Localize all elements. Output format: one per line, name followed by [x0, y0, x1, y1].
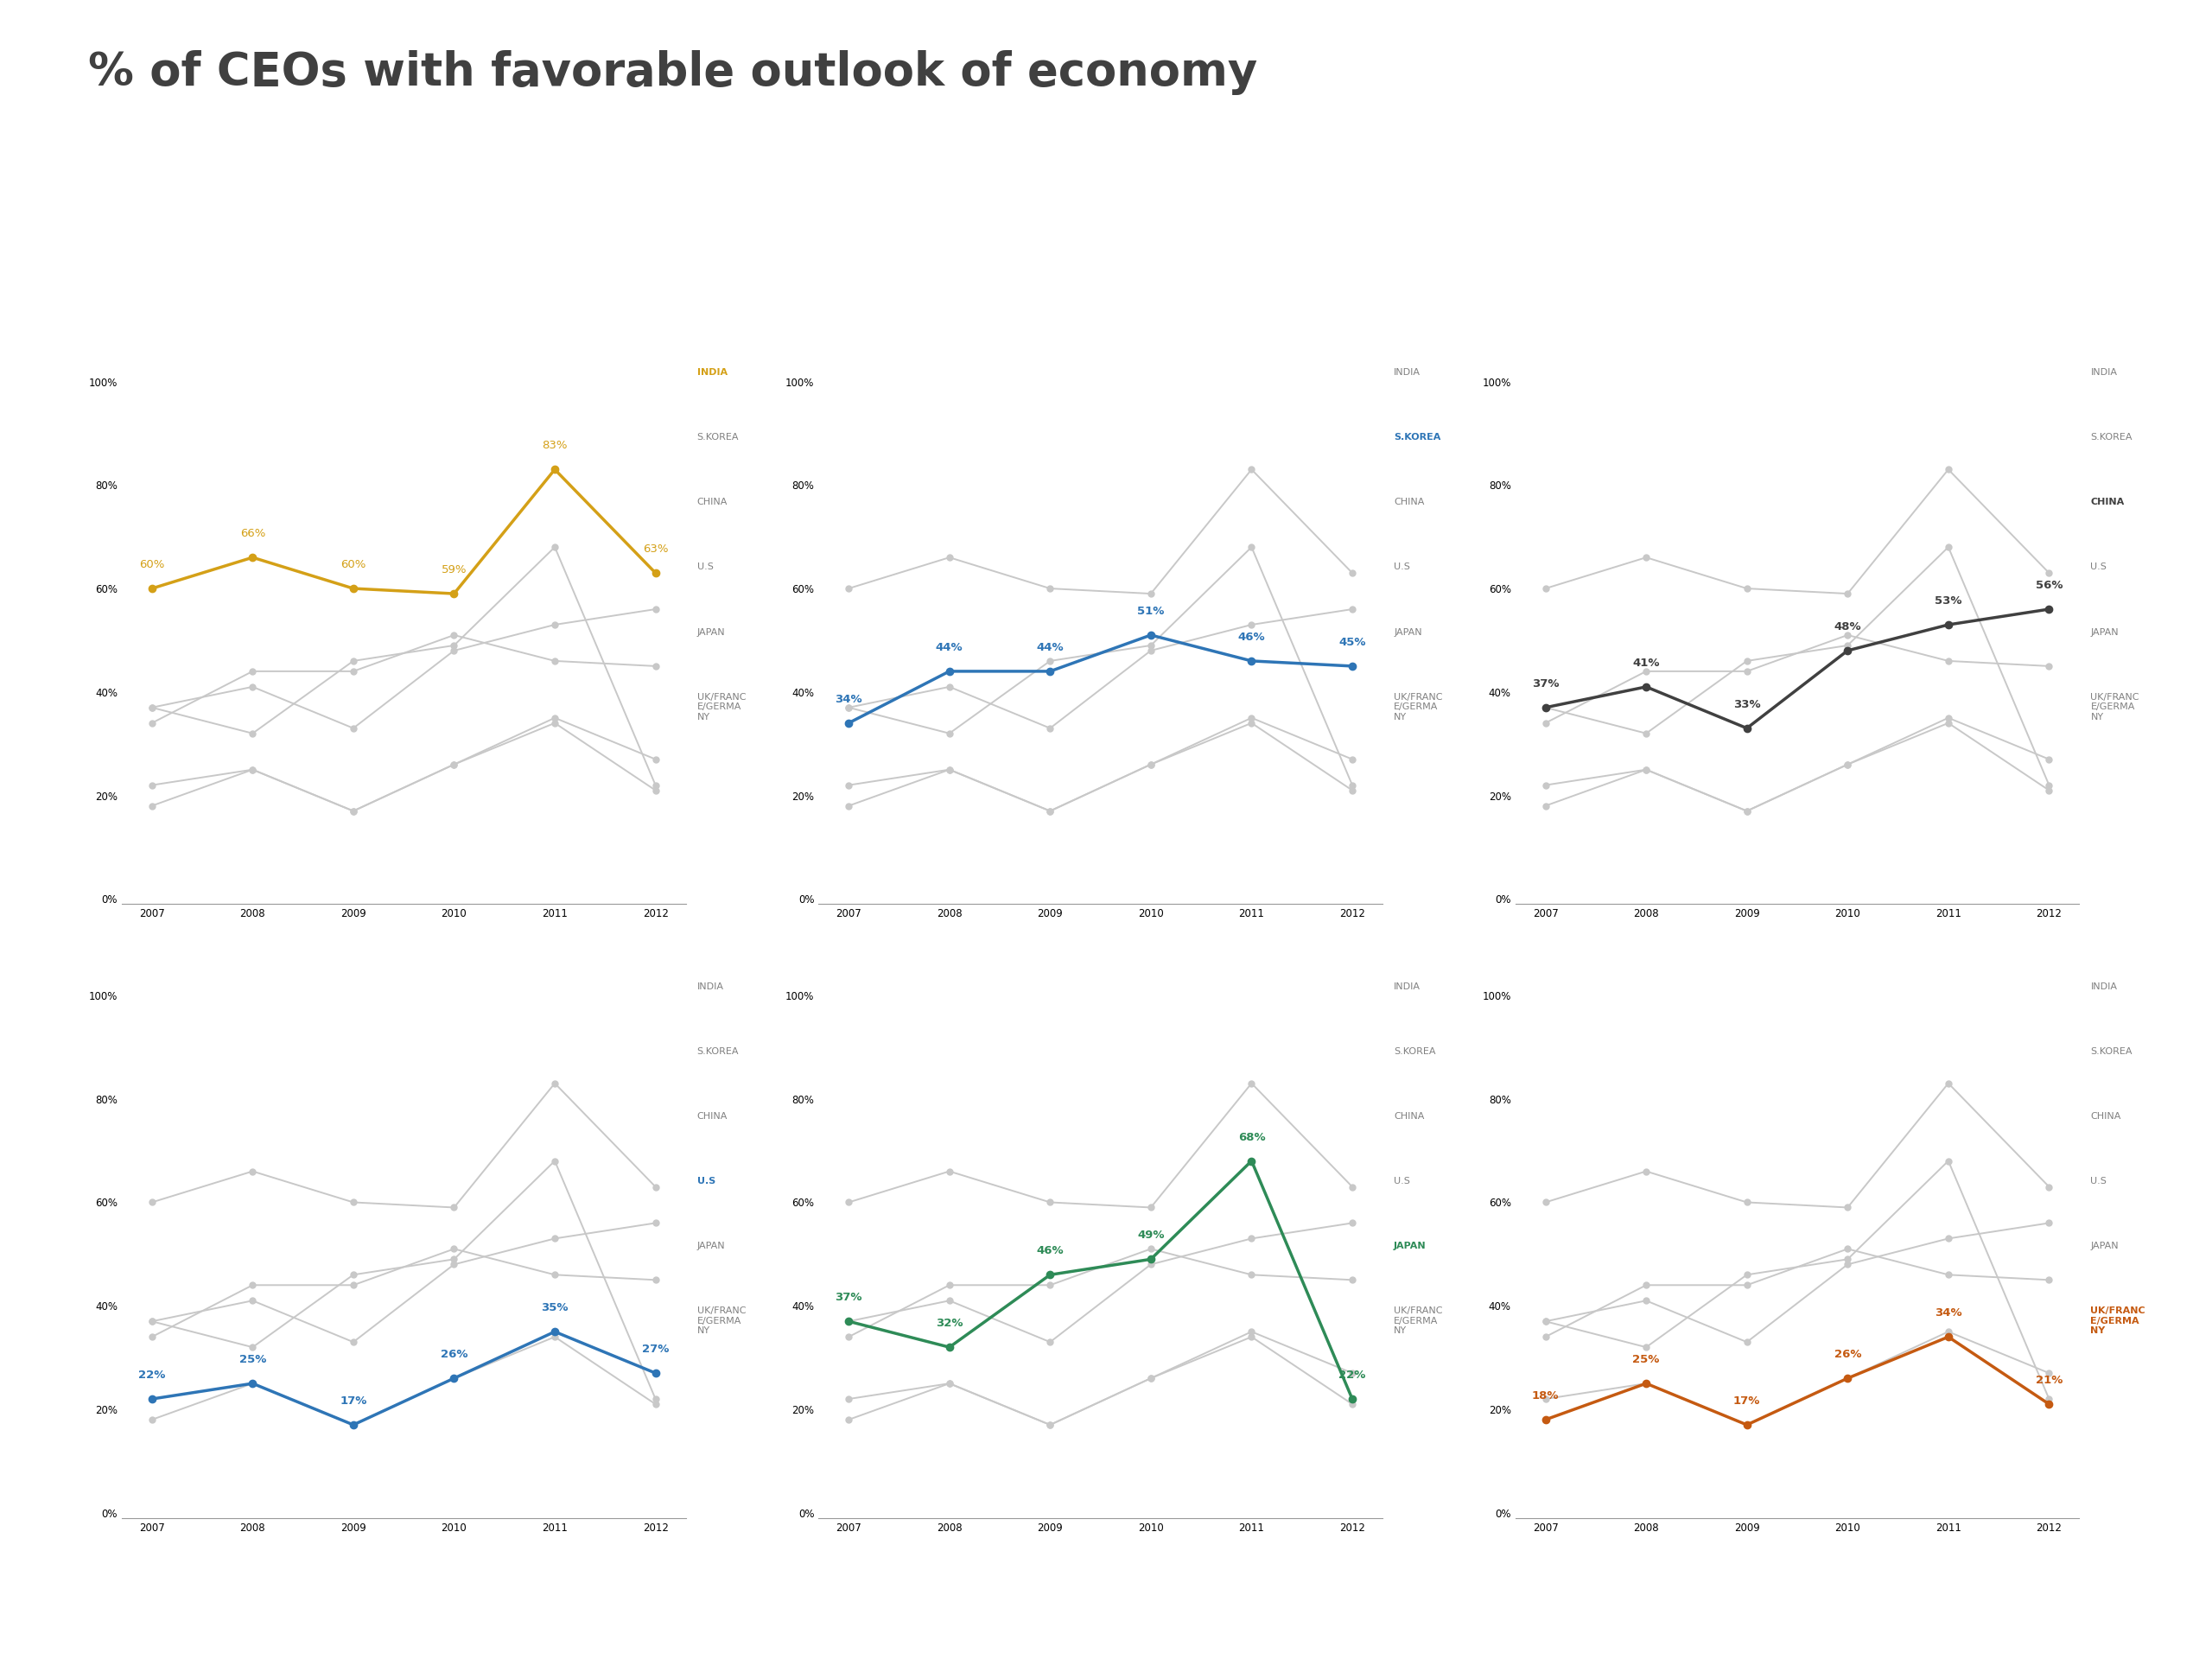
- Text: 51%: 51%: [1137, 606, 1164, 617]
- Text: UK/FRANC
E/GERMA
NY: UK/FRANC E/GERMA NY: [1394, 1307, 1442, 1335]
- Text: 45%: 45%: [1338, 637, 1365, 649]
- Text: 46%: 46%: [1239, 632, 1265, 642]
- Text: JAPAN: JAPAN: [2090, 627, 2119, 637]
- Text: CHINA: CHINA: [697, 498, 728, 506]
- Text: S.KOREA: S.KOREA: [2090, 1047, 2132, 1055]
- Text: 34%: 34%: [1936, 1307, 1962, 1319]
- Text: U.S: U.S: [697, 1176, 714, 1186]
- Text: JAPAN: JAPAN: [1394, 1241, 1427, 1251]
- Text: CHINA: CHINA: [1394, 1112, 1425, 1120]
- Text: 37%: 37%: [1533, 679, 1559, 690]
- Text: % of CEOs with favorable outlook of economy: % of CEOs with favorable outlook of econ…: [88, 50, 1259, 95]
- Text: U.S: U.S: [2090, 562, 2106, 572]
- Text: INDIA: INDIA: [697, 982, 723, 990]
- Text: 48%: 48%: [1834, 620, 1860, 632]
- Text: 41%: 41%: [1632, 657, 1659, 669]
- Text: 22%: 22%: [1338, 1370, 1365, 1380]
- Text: 49%: 49%: [1137, 1229, 1164, 1241]
- Text: CHINA: CHINA: [2090, 1112, 2121, 1120]
- Text: INDIA: INDIA: [2090, 368, 2117, 377]
- Text: 60%: 60%: [341, 559, 365, 571]
- Text: 44%: 44%: [1037, 642, 1064, 654]
- Text: JAPAN: JAPAN: [1394, 627, 1422, 637]
- Text: CHINA: CHINA: [697, 1112, 728, 1120]
- Text: UK/FRANC
E/GERMA
NY: UK/FRANC E/GERMA NY: [697, 693, 745, 722]
- Text: S.KOREA: S.KOREA: [1394, 1047, 1436, 1055]
- Text: U.S: U.S: [1394, 1176, 1409, 1186]
- Text: U.S: U.S: [1394, 562, 1409, 572]
- Text: U.S: U.S: [697, 562, 712, 572]
- Text: 46%: 46%: [1037, 1246, 1064, 1256]
- Text: 59%: 59%: [442, 564, 467, 576]
- Text: 53%: 53%: [1936, 596, 1962, 607]
- Text: JAPAN: JAPAN: [697, 627, 726, 637]
- Text: UK/FRANC
E/GERMA
NY: UK/FRANC E/GERMA NY: [2090, 1307, 2146, 1335]
- Text: 17%: 17%: [1734, 1395, 1761, 1407]
- Text: 25%: 25%: [239, 1354, 265, 1365]
- Text: UK/FRANC
E/GERMA
NY: UK/FRANC E/GERMA NY: [2090, 693, 2139, 722]
- Text: UK/FRANC
E/GERMA
NY: UK/FRANC E/GERMA NY: [1394, 693, 1442, 722]
- Text: CHINA: CHINA: [2090, 498, 2124, 506]
- Text: 83%: 83%: [542, 440, 568, 451]
- Text: 32%: 32%: [936, 1317, 962, 1329]
- Text: U.S: U.S: [2090, 1176, 2106, 1186]
- Text: 35%: 35%: [542, 1302, 568, 1314]
- Text: S.KOREA: S.KOREA: [1394, 433, 1440, 441]
- Text: INDIA: INDIA: [1394, 368, 1420, 377]
- Text: 63%: 63%: [644, 544, 668, 554]
- Text: INDIA: INDIA: [1394, 982, 1420, 990]
- Text: S.KOREA: S.KOREA: [697, 1047, 739, 1055]
- Text: JAPAN: JAPAN: [697, 1241, 726, 1251]
- Text: UK/FRANC
E/GERMA
NY: UK/FRANC E/GERMA NY: [697, 1307, 745, 1335]
- Text: 22%: 22%: [139, 1370, 166, 1380]
- Text: 37%: 37%: [836, 1292, 863, 1304]
- Text: 26%: 26%: [440, 1349, 467, 1360]
- Text: INDIA: INDIA: [697, 368, 728, 377]
- Text: 68%: 68%: [1239, 1131, 1265, 1143]
- Text: CHINA: CHINA: [1394, 498, 1425, 506]
- Text: 44%: 44%: [936, 642, 962, 654]
- Text: 27%: 27%: [641, 1344, 668, 1355]
- Text: 34%: 34%: [834, 693, 863, 705]
- Text: 66%: 66%: [239, 528, 265, 539]
- Text: 60%: 60%: [139, 559, 164, 571]
- Text: 17%: 17%: [341, 1395, 367, 1407]
- Text: INDIA: INDIA: [2090, 982, 2117, 990]
- Text: 26%: 26%: [1834, 1349, 1860, 1360]
- Text: 56%: 56%: [2035, 581, 2062, 591]
- Text: 33%: 33%: [1734, 698, 1761, 710]
- Text: 25%: 25%: [1632, 1354, 1659, 1365]
- Text: 18%: 18%: [1533, 1390, 1559, 1402]
- Text: S.KOREA: S.KOREA: [697, 433, 739, 441]
- Text: 21%: 21%: [2035, 1375, 2062, 1385]
- Text: S.KOREA: S.KOREA: [2090, 433, 2132, 441]
- Text: JAPAN: JAPAN: [2090, 1241, 2119, 1251]
